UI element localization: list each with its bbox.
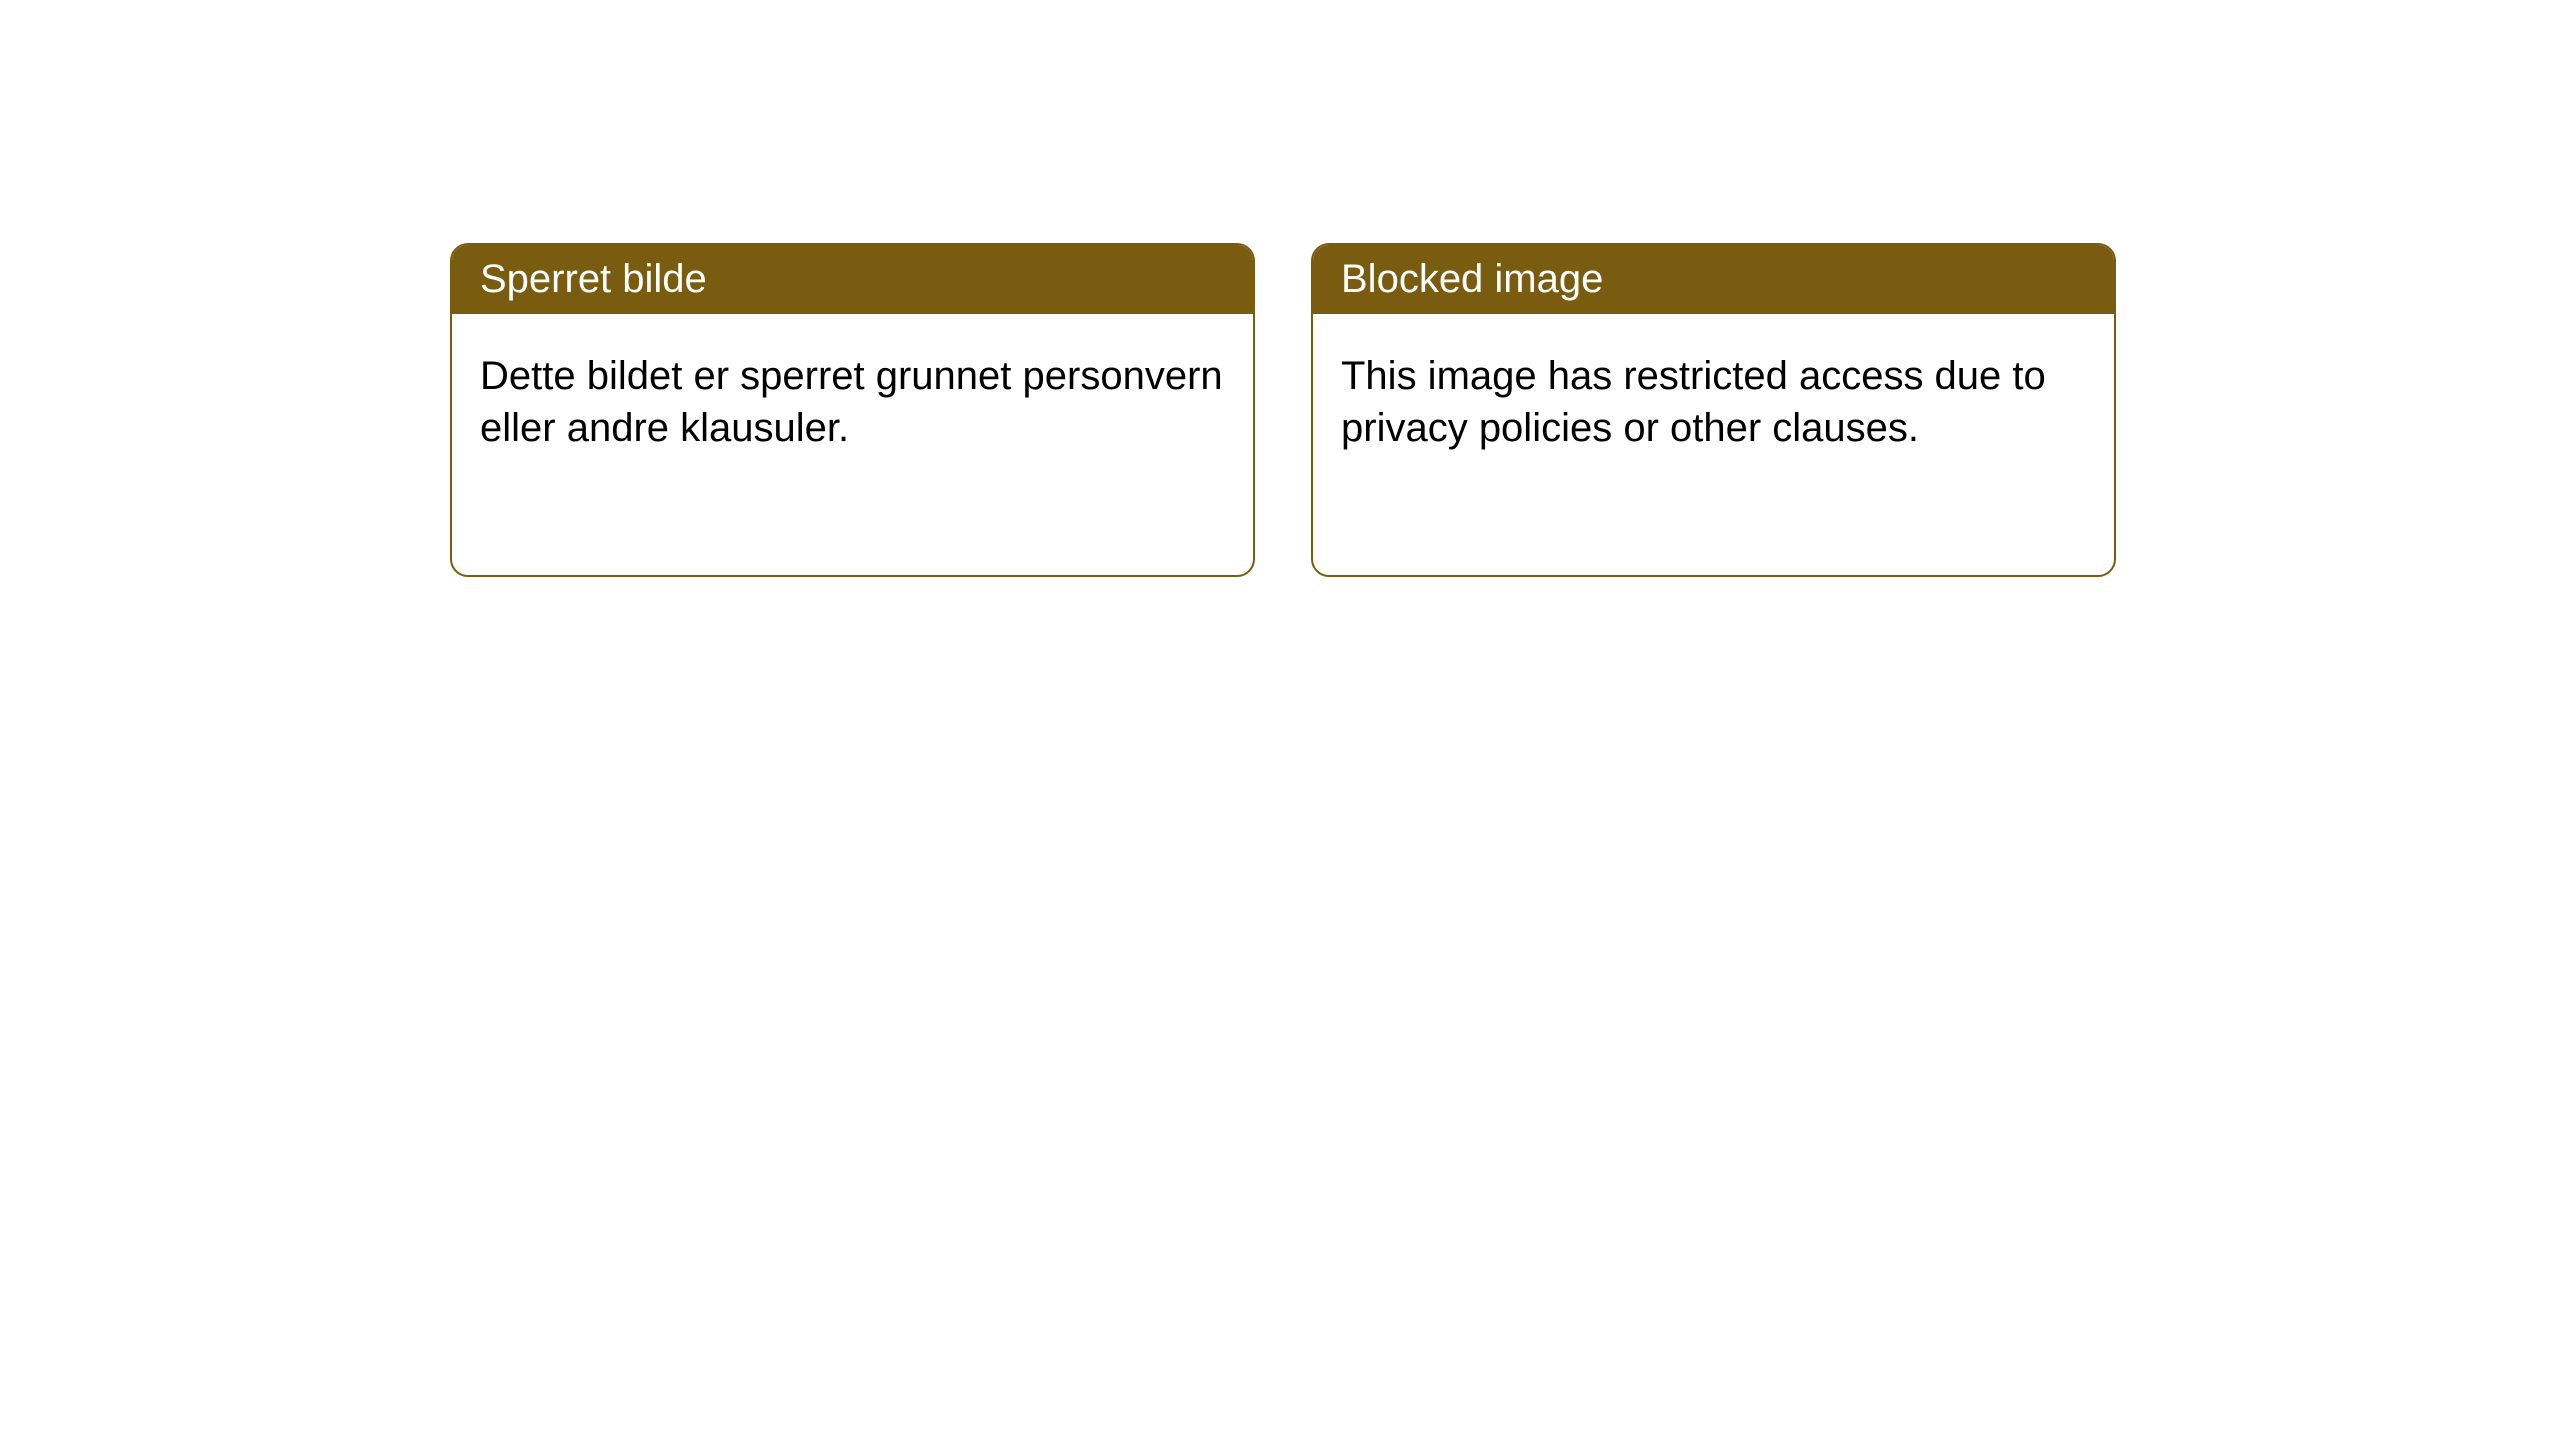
card-body: This image has restricted access due to …: [1313, 314, 2114, 490]
card-message: Dette bildet er sperret grunnet personve…: [480, 354, 1223, 450]
card-body: Dette bildet er sperret grunnet personve…: [452, 314, 1253, 490]
blocked-image-card-no: Sperret bilde Dette bildet er sperret gr…: [450, 243, 1255, 577]
card-header: Blocked image: [1313, 245, 2114, 314]
card-message: This image has restricted access due to …: [1341, 354, 2046, 450]
card-title: Blocked image: [1341, 257, 1603, 301]
card-title: Sperret bilde: [480, 257, 707, 301]
cards-container: Sperret bilde Dette bildet er sperret gr…: [0, 0, 2560, 577]
card-header: Sperret bilde: [452, 245, 1253, 314]
blocked-image-card-en: Blocked image This image has restricted …: [1311, 243, 2116, 577]
